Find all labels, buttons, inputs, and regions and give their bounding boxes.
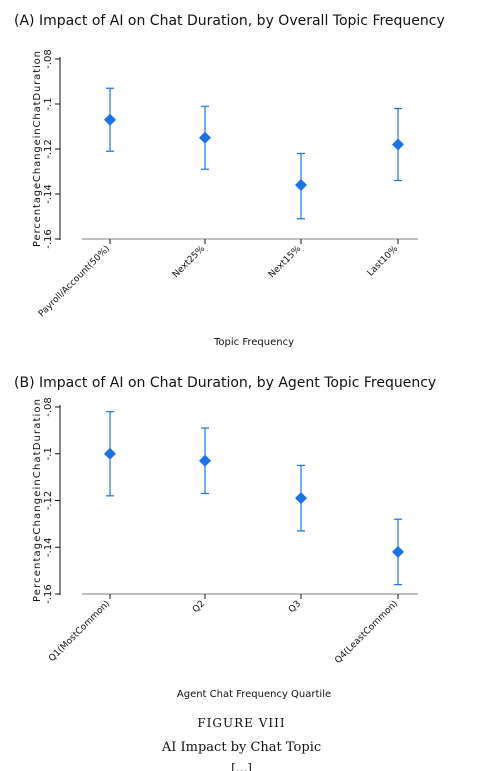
panel-a-chart: (A) Impact of AI on Chat Duration, by Ov… [14, 13, 445, 348]
figure-label: FIGURE VIII [197, 716, 286, 730]
x-tick-label: Q4(LeastCommon) [333, 599, 400, 666]
point-marker [199, 131, 211, 144]
x-tick-label: Q3 [287, 599, 303, 615]
point-marker [295, 179, 307, 191]
point-marker [104, 113, 116, 126]
y-tick-label: -.08 [43, 397, 54, 417]
point-marker [295, 492, 307, 505]
x-tick-label: Next15% [267, 244, 303, 280]
x-tick-label: Q1(MostCommon) [47, 599, 112, 664]
point-marker [392, 545, 404, 558]
point-marker [104, 447, 116, 460]
x-tick-label: Next25% [171, 244, 207, 280]
x-axis-title: Topic Frequency [213, 337, 294, 348]
x-tick-label: Last10% [366, 244, 401, 279]
point-marker [392, 138, 404, 151]
x-tick-label: Q2 [191, 599, 207, 615]
y-tick-label: -.12 [43, 139, 54, 159]
y-tick-label: -.08 [43, 49, 54, 69]
chart-title: (A) Impact of AI on Chat Duration, by Ov… [14, 13, 445, 29]
y-tick-label: -.12 [43, 491, 54, 511]
y-tick-label: -.16 [43, 229, 54, 249]
panel-b-chart: (B) Impact of AI on Chat Duration, by Ag… [14, 375, 436, 700]
cut-off-text: [...] [231, 761, 252, 771]
y-tick-label: -.1 [43, 97, 54, 110]
x-tick-label: Payroll/Account(50%) [37, 244, 112, 319]
figure-title: AI Impact by Chat Topic [161, 740, 322, 755]
y-axis-title: PercentageChangeinChatDuration [32, 51, 43, 247]
y-tick-label: -.14 [43, 184, 54, 204]
y-tick-label: -.1 [43, 447, 54, 460]
y-tick-label: -.14 [43, 537, 54, 557]
x-axis-title: Agent Chat Frequency Quartile [177, 689, 331, 700]
point-marker [199, 454, 211, 467]
y-tick-label: -.16 [43, 584, 54, 604]
y-axis-title: PercentageChangeinChatDuration [32, 399, 43, 602]
chart-title: (B) Impact of AI on Chat Duration, by Ag… [14, 375, 436, 391]
